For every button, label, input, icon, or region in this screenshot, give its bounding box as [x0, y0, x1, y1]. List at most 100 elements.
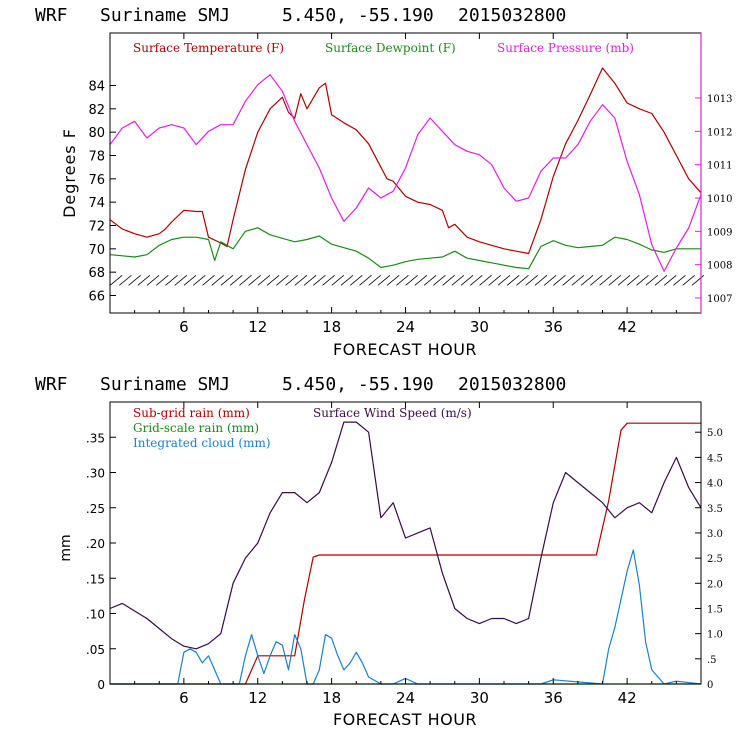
- wind-barb: [414, 275, 428, 286]
- top-x-axis: 6 12 18 24 30 36 42: [134, 33, 677, 336]
- legend-surface-wind-speed: Surface Wind Speed (m/s): [313, 406, 472, 420]
- legend-surface-temperature: Surface Temperature (F): [133, 41, 284, 55]
- top-header-coords: 5.450, -55.190: [282, 5, 434, 26]
- y-tick-label: .30: [86, 467, 105, 481]
- legend-surface-dewpoint: Surface Dewpoint (F): [325, 41, 456, 55]
- wind-barb: [303, 275, 317, 286]
- wind-barb: [165, 275, 178, 286]
- y-tick-label: 76: [88, 173, 105, 188]
- bottom-header-site: Suriname SMJ: [100, 374, 230, 395]
- x-tick-label: 18: [322, 318, 341, 336]
- wind-barb: [340, 275, 354, 286]
- wind-barb: [229, 275, 243, 286]
- bottom-y-axis-title: mm: [58, 534, 74, 561]
- wind-barb: [451, 275, 465, 286]
- wind-barb: [442, 275, 455, 286]
- bottom-series-group: [109, 421, 702, 685]
- y2-tick-label: 3.0: [707, 529, 723, 540]
- wind-barb: [239, 275, 252, 286]
- y2-tick-label: 1012: [707, 127, 732, 138]
- x-tick-label: 12: [248, 318, 267, 336]
- wind-barb: [627, 275, 640, 286]
- wind-barb: [359, 275, 372, 286]
- wind-barb: [248, 275, 261, 286]
- wind-barb: [580, 275, 594, 286]
- y2-tick-label: 1009: [707, 227, 732, 238]
- y2-tick-label: 1011: [707, 161, 732, 172]
- wind-barb: [562, 275, 575, 286]
- wind-barb: [470, 275, 483, 286]
- wind-barb: [257, 275, 271, 286]
- y2-tick-label: 1008: [707, 261, 732, 272]
- x-tick-label: 42: [618, 318, 637, 336]
- bottom-header-model: WRF: [35, 374, 68, 395]
- wind-barb: [368, 275, 381, 286]
- wind-barb: [516, 275, 529, 286]
- wind-barb: [294, 275, 308, 286]
- series-line-surface-wind-speed-m-s: [109, 421, 702, 650]
- y-tick-label: .10: [86, 608, 105, 622]
- series-line-surface-temperature-f: [109, 67, 702, 255]
- x-tick-label: 30: [470, 318, 489, 336]
- wind-barb: [285, 275, 298, 286]
- wind-barb: [193, 275, 206, 286]
- y2-tick-label: 2.0: [707, 579, 723, 590]
- y2-tick-label: 2.5: [707, 554, 723, 565]
- wind-barb: [433, 275, 446, 286]
- wind-barb: [497, 275, 511, 286]
- y-tick-label: 84: [88, 80, 105, 95]
- bottom-right-axis: 0 .5 1.0 1.5 2.0 2.5 3.0 3.5 4.0 4.5 5.0: [695, 428, 723, 691]
- wind-barb: [119, 275, 132, 286]
- wind-barb: [423, 275, 437, 286]
- y2-tick-label: 1013: [707, 94, 732, 105]
- top-y-axis-title: Degrees F: [60, 128, 79, 218]
- wind-barb: [137, 275, 151, 286]
- y2-tick-label: 5.0: [707, 428, 723, 439]
- wind-barb: [691, 275, 705, 286]
- wind-barb: [571, 275, 585, 286]
- bottom-x-axis: 6 12 18 24 30 36 42: [134, 402, 677, 707]
- legend-subgrid-rain: Sub-grid rain (mm): [133, 406, 250, 420]
- y2-tick-label: 1007: [707, 294, 732, 305]
- wind-barb: [377, 275, 391, 286]
- y2-tick-label: .5: [707, 655, 717, 666]
- wind-barb: [128, 275, 141, 286]
- wind-barb: [109, 275, 123, 286]
- top-header-date: 2015032800: [458, 5, 566, 26]
- bottom-left-axis: 0 .05 .10 .15 .20 .25 .30 .35: [86, 431, 116, 692]
- y2-tick-label: 1010: [707, 194, 732, 205]
- top-header-site: Suriname SMJ: [100, 5, 230, 26]
- wind-barb: [506, 275, 520, 286]
- bottom-header-coords: 5.450, -55.190: [282, 374, 434, 395]
- wind-barb: [636, 275, 649, 286]
- bottom-header-date: 2015032800: [458, 374, 566, 395]
- y-tick-label: 74: [88, 196, 105, 211]
- y2-tick-label: 0: [707, 680, 713, 691]
- top-plot-frame: [109, 32, 702, 314]
- wind-barb: [322, 275, 335, 286]
- legend-surface-pressure: Surface Pressure (mb): [497, 41, 634, 55]
- series-line-sub-grid-rain-mm: [110, 422, 701, 685]
- wind-barb: [183, 275, 197, 286]
- series-line-integrated-cloud-mm: [110, 549, 702, 685]
- x-tick-label: 24: [396, 689, 415, 707]
- wind-barb: [525, 275, 538, 286]
- y-tick-label: 0: [97, 678, 105, 692]
- wind-barb: [543, 275, 557, 286]
- y-tick-label: .25: [86, 502, 105, 516]
- y2-tick-label: 4.0: [707, 479, 723, 490]
- y2-tick-label: 3.5: [707, 504, 723, 515]
- series-line-surface-dewpoint-f: [109, 227, 701, 270]
- legend-integrated-cloud: Integrated cloud (mm): [133, 436, 271, 450]
- wind-barb: [534, 275, 548, 286]
- wind-barb: [276, 275, 289, 286]
- y2-tick-label: 1.0: [707, 630, 723, 641]
- wind-barb: [673, 275, 686, 286]
- wind-barb: [590, 275, 603, 286]
- x-tick-label: 24: [396, 318, 415, 336]
- legend-gridscale-rain: Grid-scale rain (mm): [133, 421, 259, 435]
- bottom-x-axis-title: FORECAST HOUR: [333, 710, 477, 729]
- y-tick-label: .05: [86, 643, 105, 657]
- bottom-chart: WRF Suriname SMJ 5.450, -55.190 20150328…: [35, 374, 723, 729]
